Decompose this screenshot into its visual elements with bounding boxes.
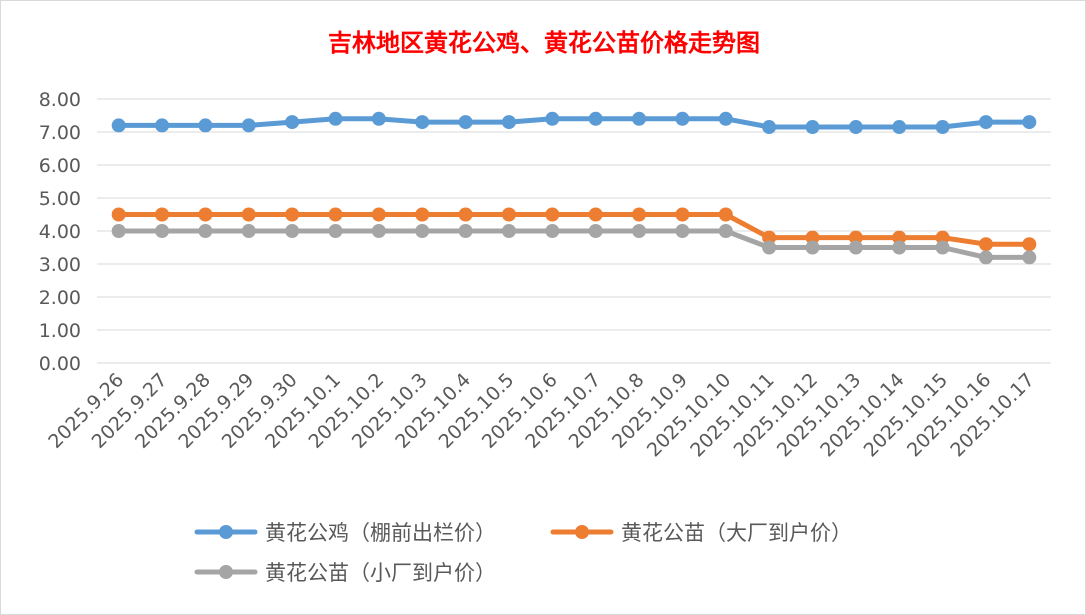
data-point bbox=[285, 224, 300, 238]
data-point bbox=[848, 230, 863, 245]
data-point bbox=[632, 111, 647, 126]
data-point bbox=[632, 224, 647, 238]
series-2 bbox=[111, 207, 1037, 252]
data-point bbox=[545, 207, 560, 222]
x-axis: 2025.9.262025.9.272025.9.282025.9.292025… bbox=[44, 369, 1039, 461]
data-point bbox=[892, 120, 907, 135]
data-point bbox=[285, 115, 300, 130]
y-tick-label: 0.00 bbox=[39, 353, 81, 375]
legend-swatch-marker bbox=[219, 565, 233, 579]
data-point bbox=[1022, 237, 1037, 252]
data-point bbox=[501, 207, 516, 222]
data-point bbox=[762, 120, 777, 135]
y-tick-label: 2.00 bbox=[39, 287, 81, 309]
legend-label: 黄花公苗（大厂到户价） bbox=[621, 521, 852, 545]
data-point bbox=[371, 111, 386, 126]
data-point bbox=[632, 207, 647, 222]
legend: 黄花公鸡（棚前出栏价） 黄花公苗（大厂到户价） 黄花公苗（小厂到户价） bbox=[194, 521, 852, 585]
y-tick-label: 5.00 bbox=[39, 188, 81, 210]
data-point bbox=[675, 207, 690, 222]
data-point bbox=[155, 207, 170, 222]
data-point bbox=[718, 207, 733, 222]
data-point bbox=[935, 240, 950, 255]
y-tick-label: 3.00 bbox=[39, 254, 81, 276]
data-point bbox=[978, 250, 993, 265]
series-line bbox=[116, 212, 1032, 247]
data-point bbox=[328, 111, 343, 126]
data-point bbox=[241, 224, 256, 238]
series-line bbox=[116, 116, 1032, 130]
legend-label: 黄花公苗（小厂到户价） bbox=[265, 561, 496, 585]
data-point bbox=[718, 111, 733, 126]
data-point bbox=[111, 118, 126, 133]
data-point bbox=[241, 207, 256, 222]
data-point bbox=[545, 224, 560, 238]
data-point bbox=[1022, 250, 1037, 265]
data-point bbox=[892, 230, 907, 245]
legend-swatch-marker bbox=[575, 525, 589, 539]
data-point bbox=[718, 224, 733, 238]
data-point bbox=[501, 115, 516, 130]
data-point bbox=[805, 240, 820, 255]
data-point bbox=[588, 207, 603, 222]
y-tick-label: 1.00 bbox=[39, 320, 81, 342]
data-point bbox=[978, 115, 993, 130]
data-point bbox=[328, 224, 343, 238]
data-point bbox=[848, 240, 863, 255]
y-tick-label: 8.00 bbox=[39, 89, 81, 111]
data-point bbox=[935, 120, 950, 135]
data-point bbox=[762, 230, 777, 245]
data-point bbox=[198, 118, 213, 133]
series-line bbox=[116, 228, 1032, 260]
data-point bbox=[328, 207, 343, 222]
legend-item: 黄花公苗（大厂到户价） bbox=[550, 521, 852, 545]
data-point bbox=[371, 207, 386, 222]
data-point bbox=[978, 237, 993, 252]
legend-item: 黄花公苗（小厂到户价） bbox=[194, 561, 496, 585]
data-point bbox=[458, 207, 473, 222]
data-point bbox=[198, 224, 213, 238]
data-point bbox=[415, 224, 430, 238]
y-tick-label: 7.00 bbox=[39, 122, 81, 144]
y-axis: 0.00 1.00 2.00 3.00 4.00 5.00 6.00 7.00 8.00 bbox=[39, 89, 81, 375]
data-point bbox=[155, 118, 170, 133]
data-point bbox=[805, 120, 820, 135]
data-point bbox=[1022, 115, 1037, 130]
data-point bbox=[111, 224, 126, 238]
y-tick-label: 6.00 bbox=[39, 155, 81, 177]
data-point bbox=[155, 224, 170, 238]
data-point bbox=[935, 230, 950, 245]
data-point bbox=[762, 240, 777, 255]
data-point bbox=[458, 224, 473, 238]
data-point bbox=[848, 120, 863, 135]
legend-swatch-marker bbox=[219, 525, 233, 539]
series-group bbox=[111, 111, 1037, 265]
data-point bbox=[371, 224, 386, 238]
data-point bbox=[545, 111, 560, 126]
legend-item: 黄花公鸡（棚前出栏价） bbox=[194, 521, 496, 545]
data-point bbox=[675, 111, 690, 126]
series-1 bbox=[111, 111, 1037, 135]
data-point bbox=[198, 207, 213, 222]
y-tick-label: 4.00 bbox=[39, 221, 81, 243]
data-point bbox=[241, 118, 256, 133]
data-point bbox=[415, 115, 430, 130]
data-point bbox=[588, 111, 603, 126]
chart-title: 吉林地区黄花公鸡、黄花公苗价格走势图 bbox=[328, 29, 760, 57]
data-point bbox=[415, 207, 430, 222]
data-point bbox=[458, 115, 473, 130]
data-point bbox=[285, 207, 300, 222]
data-point bbox=[675, 224, 690, 238]
legend-label: 黄花公鸡（棚前出栏价） bbox=[265, 521, 496, 545]
data-point bbox=[805, 230, 820, 245]
data-point bbox=[111, 207, 126, 222]
series-3 bbox=[111, 224, 1037, 265]
data-point bbox=[501, 224, 516, 238]
data-point bbox=[892, 240, 907, 255]
data-point bbox=[588, 224, 603, 238]
